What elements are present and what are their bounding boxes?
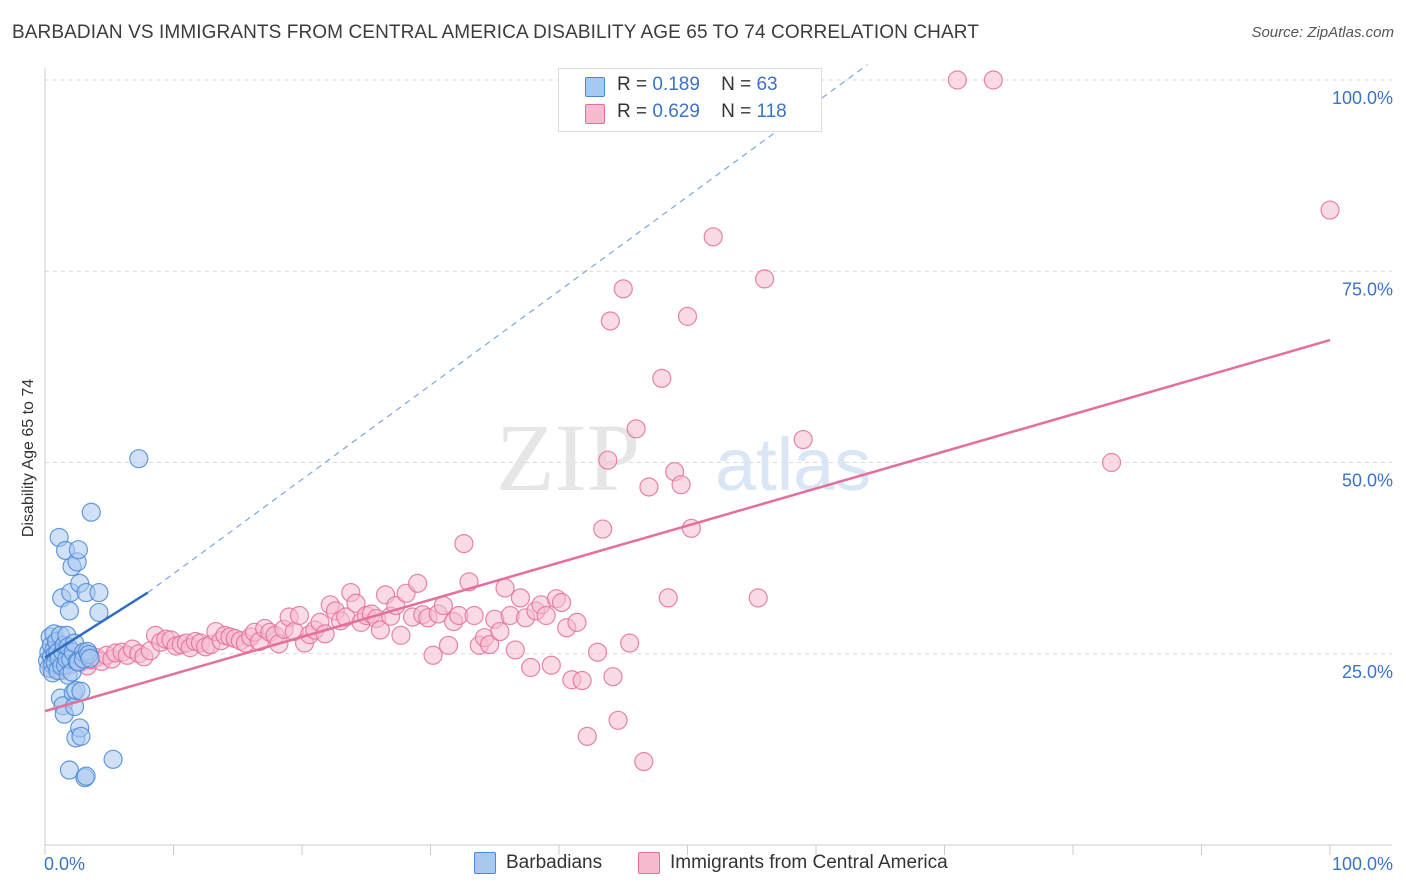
immigrants-point [603,667,623,687]
immigrants-point [620,633,640,653]
immigrants-point [505,640,525,660]
legend-n-value: 63 [756,74,778,95]
legend-n-value: 118 [756,101,787,122]
legend-r-value: 0.189 [652,74,700,95]
immigrants-point [495,578,515,598]
barbadians-point [76,766,96,786]
watermark-zip: ZIP [496,404,640,511]
immigrants-point [346,593,366,613]
x-tick-label: 100.0% [1332,854,1393,874]
immigrants-point [598,450,618,470]
immigrants-point [652,368,672,388]
bottom-legend-swatch-pink [638,852,660,874]
immigrants-point [983,70,1003,90]
y-tick-label: 100.0% [1332,88,1393,108]
immigrants-point [677,306,698,326]
immigrants-point [947,70,967,90]
axes [44,68,1392,855]
y-tick-label: 50.0% [1342,471,1393,491]
x-tick-label: 0.0% [44,854,85,874]
immigrants-point [541,655,561,675]
immigrants-point [521,657,541,678]
immigrants-point [490,621,510,642]
immigrants-point [1320,200,1340,220]
barbadians-trend-extension [147,64,868,594]
barbadians-point [89,582,109,603]
correlation-legend: R = 0.189 N = 63 R = 0.629 N = 118 [558,68,822,132]
y-tick-label: 75.0% [1342,279,1393,299]
grid-lines [45,79,1392,655]
barbadians-point [59,601,80,621]
barbadians-point [71,681,91,701]
immigrants-point [408,573,428,593]
barbadians-point [129,449,149,469]
immigrants-point [423,645,443,665]
barbadians-point [68,540,89,560]
immigrants-point [593,519,613,539]
barbadians-point [59,760,80,780]
tick-labels: 25.0% 50.0% 75.0% 100.0% 0.0% 100.0% [44,88,1393,874]
immigrants-point [567,612,587,632]
bottom-legend-swatch-blue [474,852,496,874]
immigrants-point [464,605,484,626]
watermark: ZIP atlas [496,404,871,511]
legend-swatch-blue [585,77,605,97]
trend-lines [44,64,1331,713]
immigrants-point [608,710,628,730]
bottom-legend-label: Barbadians [506,852,603,873]
immigrants-point [587,642,608,662]
immigrants-point [551,592,572,613]
immigrants-point [600,311,621,331]
immigrants-point [658,588,678,608]
immigrants-point [613,279,633,299]
immigrants-point [748,588,768,608]
immigrants-point [1101,452,1122,473]
immigrants-point [370,620,390,640]
immigrants-point [754,269,775,289]
legend-r-value: 0.629 [652,101,700,122]
immigrants-point [454,533,474,554]
immigrants-point [289,605,310,626]
immigrants-point [634,752,654,772]
immigrants-point [438,635,459,655]
watermark-atlas: atlas [715,423,871,506]
immigrants-point [671,475,691,495]
chart-title: BARBADIAN VS IMMIGRANTS FROM CENTRAL AME… [12,22,979,43]
legend-r-label: R = [617,101,648,122]
barbadians-trend-line [44,591,149,659]
immigrants-point [639,477,659,497]
immigrants-point [510,588,531,608]
bottom-legend-label: Immigrants from Central America [670,852,948,873]
source-label: Source: ZipAtlas.com [1251,24,1394,41]
barbadians-point [81,502,101,522]
legend-swatch-pink [585,104,605,124]
barbadians-point [80,648,100,668]
legend-n-label: N = [721,74,752,95]
barbadians-point [89,602,109,623]
legend-n-label: N = [721,101,752,122]
y-tick-label: 25.0% [1342,662,1393,682]
immigrants-point [572,670,592,691]
immigrants-point [626,419,646,439]
immigrants-point [536,605,556,626]
barbadians-point [71,726,91,746]
series-immigrants-points [41,70,1340,772]
immigrants-point [793,429,813,450]
immigrants-point [577,726,597,746]
immigrants-point [703,227,723,247]
series-barbadians-points [37,449,149,788]
immigrants-point [391,625,411,645]
immigrants-point [480,634,500,655]
y-axis-label: Disability Age 65 to 74 [20,378,37,538]
barbadians-point [103,749,123,769]
legend-r-label: R = [617,74,648,95]
immigrants-trend-line [44,338,1331,713]
immigrants-point [433,595,453,616]
